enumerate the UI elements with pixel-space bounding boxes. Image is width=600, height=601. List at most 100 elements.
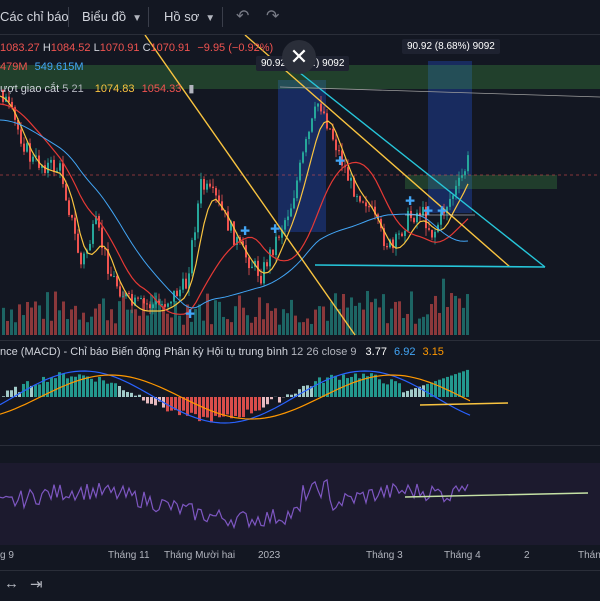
macd-histogram-bar [362, 374, 365, 397]
volume-bar [2, 308, 5, 335]
ohlc-low: 1070.91 [100, 42, 140, 54]
macd-histogram-bar [146, 397, 149, 403]
date-range-icon[interactable]: ↔ [4, 575, 19, 592]
price-chart-canvas[interactable]: ✚✚✚✚✚✚✚ [0, 35, 600, 545]
candle-body [404, 231, 406, 236]
macd-histogram-bar [130, 393, 133, 397]
toolbar-divider [148, 7, 149, 27]
time-axis[interactable]: g 9 Tháng 11 Tháng Mười hai 2023 Tháng 3… [0, 545, 600, 569]
volume-bar [274, 308, 277, 335]
goto-date-icon[interactable]: ⇥ [30, 575, 43, 593]
volume-bar [170, 317, 173, 335]
candle-body [161, 304, 163, 305]
volume-bar [114, 323, 117, 335]
macd-histogram-bar [102, 380, 105, 397]
undo-icon[interactable]: ↶ [236, 0, 249, 34]
price-zone [405, 175, 557, 189]
candle-body [80, 253, 82, 265]
x-tick-label: 2023 [258, 550, 280, 561]
volume-bar [434, 296, 437, 335]
volume-bar [110, 309, 113, 335]
volume-bar [446, 307, 449, 335]
volume-bar [454, 296, 457, 335]
ma-cross-eye-icon[interactable]: ▮ [188, 83, 194, 95]
ohlc-high: 1084.52 [51, 42, 91, 54]
macd-histogram-bar [390, 379, 393, 397]
volume-bar [358, 303, 361, 335]
chart-area[interactable]: ✚✚✚✚✚✚✚ [0, 35, 600, 545]
profile-menu-button[interactable]: Hồ sơ▼ [164, 0, 215, 34]
macd-histogram-bar [90, 379, 93, 397]
top-toolbar: Các chỉ báo Biểu đồ▼ Hồ sơ▼ ↶ ↷ [0, 0, 600, 35]
candle-body [32, 157, 34, 162]
macd-histogram-bar [290, 395, 293, 397]
candle-body [83, 254, 85, 265]
volume-bar [30, 308, 33, 335]
chart-menu-label: Biểu đồ [82, 9, 126, 24]
toolbar-divider [68, 7, 69, 27]
redo-icon[interactable]: ↷ [266, 0, 279, 34]
candle-body [386, 246, 388, 247]
volume-bar [410, 291, 413, 335]
macd-histogram-bar [10, 390, 13, 397]
candle-body [146, 303, 148, 304]
candle-body [290, 208, 292, 216]
candle-body [164, 304, 166, 307]
candle-body [449, 199, 451, 207]
macd-histogram-bar [266, 397, 269, 404]
volume-bar [366, 291, 369, 335]
macd-histogram-bar [238, 397, 241, 417]
chart-menu-button[interactable]: Biểu đồ▼ [82, 0, 142, 34]
volume-bar [278, 325, 281, 335]
macd-histogram-bar [378, 379, 381, 397]
volume-bar [394, 302, 397, 335]
macd-histogram-bar [366, 376, 369, 397]
x-tick-label: Tháng 3 [366, 550, 403, 561]
candle-body [182, 279, 184, 290]
macd-histogram-bar [334, 376, 337, 397]
volume-bar [246, 315, 249, 335]
macd-histogram-bar [70, 376, 73, 397]
candle-body [347, 167, 349, 181]
macd-histogram-bar [6, 391, 9, 397]
volume-bar [166, 314, 169, 335]
macd-histogram-bar [150, 397, 153, 404]
macd-histogram-bar [222, 397, 225, 417]
macd-histogram-bar [78, 374, 81, 397]
candle-body [206, 184, 208, 190]
volume-bar [390, 309, 393, 335]
volume-bar [22, 315, 25, 335]
candle-body [269, 249, 271, 266]
macd-histogram-bar [50, 377, 53, 397]
indicators-label: Các chỉ báo [0, 9, 69, 24]
volume-bar [38, 305, 41, 335]
volume-bar [10, 309, 13, 335]
ohlc-change: −9.95 (−0.92%) [197, 42, 273, 54]
ma-cross-legend: ượt giao cắt 5 21 1074.83 1054.33 ▮ [0, 82, 194, 95]
x-tick-label: g 9 [0, 550, 14, 561]
close-icon[interactable]: ✕ [282, 40, 316, 74]
volume-bar [26, 302, 29, 335]
volume-bar [258, 297, 261, 335]
indicators-button[interactable]: Các chỉ báo [0, 0, 69, 34]
volume-bar [94, 309, 97, 335]
macd-histogram-bar [34, 385, 37, 397]
volume-bar [462, 308, 465, 335]
macd-histogram-bar [354, 374, 357, 397]
fast-ma-line [0, 96, 468, 311]
candle-body [368, 206, 370, 207]
macd-histogram-bar [406, 391, 409, 397]
candle-body [308, 132, 310, 139]
volume-bar [62, 301, 65, 335]
macd-histogram-bar [446, 377, 449, 397]
volume-bar [98, 304, 101, 335]
volume-bar [70, 309, 73, 335]
candle-body [416, 213, 418, 222]
candle-body [194, 232, 196, 240]
volume-bar [458, 298, 461, 335]
toolbar-divider [222, 7, 223, 27]
macd-params: 12 26 close 9 [291, 346, 356, 358]
volume-bar [218, 302, 221, 335]
candle-body [398, 234, 400, 235]
x-tick-label: 2 [524, 550, 530, 561]
